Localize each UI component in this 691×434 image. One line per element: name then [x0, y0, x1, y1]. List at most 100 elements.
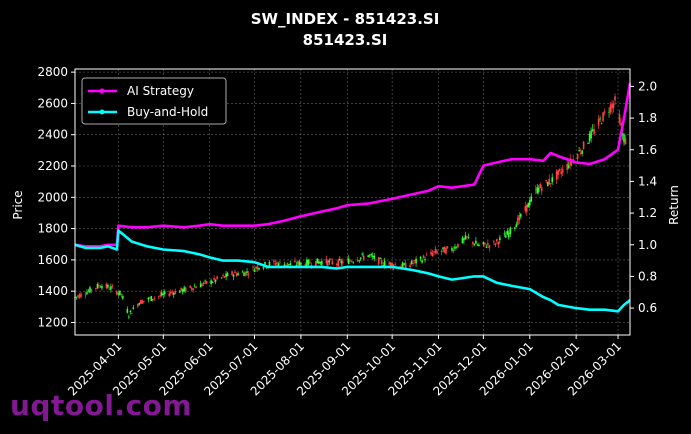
y-tick-label-left: 2800 [37, 65, 68, 79]
candle-body [382, 265, 384, 266]
grid [75, 69, 630, 335]
candle-body [244, 271, 247, 276]
candle-body [401, 262, 404, 268]
candle-body [368, 254, 371, 256]
chart-subtitle: 851423.SI [303, 31, 388, 49]
candle-body [273, 260, 275, 263]
candle-body [286, 262, 289, 266]
candle-body [582, 141, 585, 149]
series-line-ai-strategy [74, 82, 632, 248]
candle-body [388, 263, 390, 265]
candle-body [618, 114, 621, 123]
candle-body [137, 303, 139, 307]
candle-body [518, 215, 521, 221]
candle-body [172, 292, 175, 295]
y-tick-label-left: 1800 [37, 222, 68, 236]
candle-body [223, 276, 226, 278]
candle-body [611, 104, 613, 109]
candle-body [307, 259, 310, 265]
candle-body [370, 254, 372, 256]
candle-body [445, 247, 447, 254]
candle-body [151, 299, 154, 300]
candle-body [519, 214, 522, 217]
candle-body [548, 178, 551, 185]
candle-body [576, 154, 579, 159]
candle-body [509, 227, 512, 234]
candle-body [557, 169, 559, 175]
candle-body [540, 187, 543, 192]
candle-body [86, 292, 88, 295]
candle-body [421, 260, 423, 263]
y-tick-label-right: 1.4 [638, 174, 657, 188]
candle-body [116, 291, 118, 295]
candle-body [216, 276, 218, 279]
candle-body [294, 260, 296, 263]
y-tick-label-right: 1.2 [638, 206, 657, 220]
candle-body [255, 266, 257, 269]
candle-body [379, 257, 381, 259]
y-axis-right: 0.6 0.8 1.0 1.2 1.4 1.6 1.8 2.0 [630, 79, 657, 315]
candle-body [436, 250, 438, 254]
candle-body [297, 261, 299, 265]
y-tick-label-left: 2000 [37, 190, 68, 204]
candle-body [394, 264, 396, 266]
candle-body [77, 295, 79, 297]
candle-body [150, 296, 153, 301]
candle-body [472, 241, 474, 245]
candle-body [371, 255, 374, 257]
y-tick-label-left: 2400 [37, 128, 68, 142]
candle-body [204, 280, 206, 282]
candle-body [539, 183, 542, 188]
candle-body [153, 297, 156, 299]
candle-body [452, 249, 455, 252]
candle-body [567, 165, 570, 168]
candle-body [503, 233, 506, 235]
candle-body [289, 263, 292, 266]
candle-body [210, 280, 212, 285]
candle-body [424, 259, 426, 261]
candle-body [171, 292, 174, 294]
candle-body [569, 158, 571, 166]
candle-body [117, 293, 120, 295]
y-tick-label-left: 1200 [37, 315, 68, 329]
candle-body [256, 266, 259, 270]
candle-body [496, 239, 498, 242]
candle-body [549, 182, 552, 184]
candle-body [361, 253, 364, 255]
candle-body [530, 196, 533, 202]
candle-body [327, 260, 329, 266]
candle-body [184, 287, 187, 292]
y-tick-label-right: 2.0 [638, 79, 657, 93]
candle-body [579, 152, 582, 154]
candle-body [157, 295, 160, 297]
candle-body [310, 265, 313, 267]
candle-body [461, 237, 464, 244]
candle-body [341, 261, 344, 264]
candle-body [528, 200, 531, 206]
candle-body [131, 312, 133, 314]
candle-body [466, 236, 468, 238]
candle-body [380, 260, 383, 264]
candle-body [288, 264, 290, 265]
candle-body [143, 300, 145, 302]
candle-body [476, 244, 479, 246]
y-axis-left: 1200 1400 1600 1800 2000 2200 2400 2600 2800 [37, 65, 75, 329]
candle-body [277, 263, 280, 267]
candle-body [356, 259, 359, 262]
candle-body [283, 264, 286, 267]
legend-box [81, 77, 227, 125]
candle-body [508, 232, 510, 238]
candle-body [560, 171, 562, 174]
candle-body [499, 237, 501, 241]
candle-body [160, 292, 163, 296]
candle-body [264, 261, 266, 265]
candle-body [243, 272, 245, 277]
candle-body [473, 244, 476, 246]
candle-body [96, 284, 99, 289]
candle-body [338, 258, 341, 261]
y-axis-label-left: Price [11, 190, 25, 219]
candle-body [484, 242, 486, 245]
candle-body [493, 241, 495, 243]
candle-body [413, 260, 416, 262]
candle-body [316, 258, 319, 264]
